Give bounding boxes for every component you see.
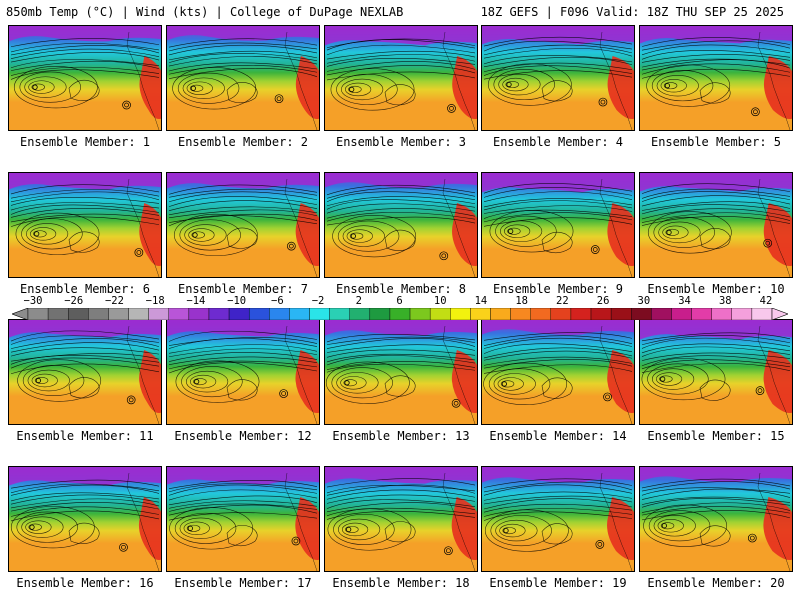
ensemble-member-label: Ensemble Member: 18 bbox=[332, 576, 470, 590]
ensemble-map-panel bbox=[324, 319, 478, 425]
ensemble-map-panel bbox=[639, 172, 793, 278]
colorbar-tick: 22 bbox=[556, 295, 569, 307]
colorbar-segment bbox=[148, 308, 169, 320]
colorbar-segment bbox=[731, 308, 753, 320]
ensemble-member-label: Ensemble Member: 3 bbox=[335, 135, 467, 149]
colorbar-segment bbox=[108, 308, 129, 320]
colorbar-segment bbox=[671, 308, 692, 320]
ensemble-member-label: Ensemble Member: 4 bbox=[492, 135, 624, 149]
ensemble-map-panel bbox=[639, 466, 793, 572]
ensemble-map-panel bbox=[166, 172, 320, 278]
colorbar-segment bbox=[27, 308, 49, 320]
colorbar-tick: 14 bbox=[474, 295, 488, 307]
ensemble-map-panel bbox=[324, 172, 478, 278]
colorbar-segment bbox=[47, 308, 69, 320]
ensemble-map-panel bbox=[481, 25, 635, 131]
colorbar-segment bbox=[590, 308, 612, 320]
ensemble-map-panel bbox=[639, 25, 793, 131]
colorbar-tick: −14 bbox=[186, 295, 206, 307]
colorbar-tick: −26 bbox=[64, 295, 84, 307]
ensemble-member-label: Ensemble Member: 14 bbox=[489, 429, 627, 443]
colorbar-tick: 42 bbox=[759, 295, 773, 307]
colorbar-segment bbox=[490, 308, 511, 320]
colorbar-segment bbox=[228, 308, 250, 320]
ensemble-map-panel bbox=[324, 25, 478, 131]
colorbar-segment bbox=[711, 308, 732, 320]
ensemble-member-label: Ensemble Member: 19 bbox=[489, 576, 627, 590]
ensemble-map-panel bbox=[8, 25, 162, 131]
ensemble-member-label: Ensemble Member: 8 bbox=[335, 282, 467, 296]
ensemble-member-label: Ensemble Member: 17 bbox=[174, 576, 312, 590]
colorbar-segment bbox=[470, 308, 491, 320]
colorbar-segment bbox=[389, 308, 411, 320]
colorbar-segment bbox=[269, 308, 290, 320]
colorbar-segment bbox=[409, 308, 431, 320]
colorbar-segment bbox=[369, 308, 391, 320]
ensemble-member-label: Ensemble Member: 6 bbox=[19, 282, 151, 296]
ensemble-map-panel bbox=[166, 466, 320, 572]
colorbar-segment bbox=[208, 308, 230, 320]
ensemble-member-label: Ensemble Member: 12 bbox=[174, 429, 312, 443]
colorbar-segment bbox=[329, 308, 350, 320]
colorbar-tick: 26 bbox=[596, 295, 610, 307]
ensemble-member-label: Ensemble Member: 11 bbox=[16, 429, 154, 443]
colorbar-segment bbox=[631, 308, 652, 320]
ensemble-map-panel bbox=[166, 319, 320, 425]
colorbar-tick: −2 bbox=[311, 295, 325, 307]
colorbar-tick: 38 bbox=[718, 295, 732, 307]
colorbar-tick: −10 bbox=[227, 295, 247, 307]
colorbar-tick: −30 bbox=[23, 295, 43, 307]
ensemble-map-panel bbox=[481, 466, 635, 572]
colorbar-tick: 6 bbox=[396, 295, 403, 307]
colorbar-segment bbox=[651, 308, 672, 320]
colorbar-segment bbox=[168, 308, 190, 320]
colorbar-segment bbox=[248, 308, 270, 320]
colorbar-segment bbox=[570, 308, 592, 320]
colorbar-segment bbox=[530, 308, 552, 320]
colorbar-segment bbox=[610, 308, 632, 320]
ensemble-map-panel bbox=[324, 466, 478, 572]
ensemble-map-panel bbox=[166, 25, 320, 131]
colorbar-segment bbox=[88, 308, 109, 320]
header-title: 850mb Temp (°C) | Wind (kts) | College o… bbox=[6, 5, 404, 19]
ensemble-map-panel bbox=[639, 319, 793, 425]
ensemble-map-panel bbox=[481, 172, 635, 278]
temperature-colorbar bbox=[12, 308, 788, 320]
colorbar-tick: 30 bbox=[637, 295, 651, 307]
ensemble-member-label: Ensemble Member: 1 bbox=[19, 135, 151, 149]
colorbar-segment bbox=[188, 308, 210, 320]
ensemble-member-label: Ensemble Member: 9 bbox=[492, 282, 624, 296]
colorbar-tick: 10 bbox=[433, 295, 447, 307]
colorbar-tick: 2 bbox=[355, 295, 362, 307]
colorbar-tick: 34 bbox=[678, 295, 691, 307]
ensemble-member-label: Ensemble Member: 2 bbox=[177, 135, 309, 149]
colorbar-segment bbox=[349, 308, 371, 320]
ensemble-member-label: Ensemble Member: 5 bbox=[650, 135, 782, 149]
ensemble-map-panel bbox=[8, 319, 162, 425]
header-valid-time: 18Z GEFS | F096 Valid: 18Z THU SEP 25 20… bbox=[480, 5, 784, 19]
ensemble-member-label: Ensemble Member: 15 bbox=[647, 429, 785, 443]
colorbar-segment bbox=[751, 308, 773, 320]
ensemble-member-label: Ensemble Member: 20 bbox=[647, 576, 785, 590]
ensemble-member-label: Ensemble Member: 10 bbox=[647, 282, 785, 296]
colorbar-segment bbox=[510, 308, 531, 320]
colorbar-segment bbox=[128, 308, 149, 320]
colorbar-segment bbox=[289, 308, 310, 320]
ensemble-map-panel bbox=[8, 466, 162, 572]
colorbar-segment bbox=[691, 308, 712, 320]
ensemble-map-panel bbox=[8, 172, 162, 278]
colorbar-segment bbox=[68, 308, 89, 320]
ensemble-member-label: Ensemble Member: 7 bbox=[177, 282, 309, 296]
colorbar-segment bbox=[450, 308, 471, 320]
colorbar-tick: −22 bbox=[104, 295, 124, 307]
ensemble-member-label: Ensemble Member: 16 bbox=[16, 576, 154, 590]
ensemble-map-panel bbox=[481, 319, 635, 425]
colorbar-segment bbox=[309, 308, 330, 320]
ensemble-member-label: Ensemble Member: 13 bbox=[332, 429, 470, 443]
colorbar-segment bbox=[550, 308, 572, 320]
colorbar-tick: −6 bbox=[271, 295, 284, 307]
colorbar-segment bbox=[429, 308, 451, 320]
colorbar-tick: −18 bbox=[145, 295, 165, 307]
colorbar-tick: 18 bbox=[515, 295, 528, 307]
